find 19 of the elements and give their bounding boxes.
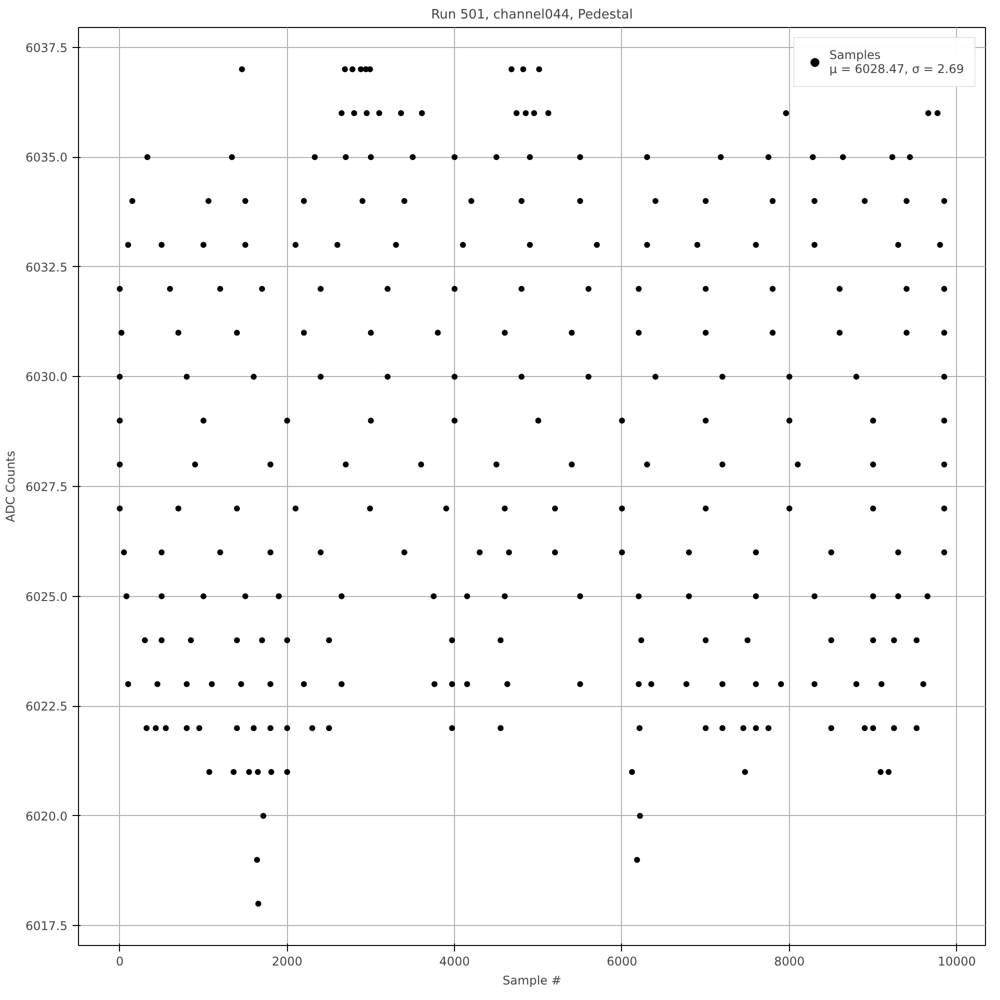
x-axis-title: Sample # — [502, 974, 562, 988]
y-tick-label: 6020.0 — [26, 809, 68, 824]
chart-title: Run 501, channel044, Pedestal — [431, 8, 633, 22]
y-tick-label: 6027.5 — [26, 480, 68, 494]
y-tick-label: 6022.5 — [26, 700, 68, 714]
y-tick-label: 6017.5 — [26, 919, 68, 934]
x-tick-label: 10000 — [938, 954, 976, 968]
x-tick-label: 0 — [116, 954, 124, 968]
x-tick-label: 4000 — [439, 954, 470, 968]
y-tick-label: 6037.5 — [26, 40, 68, 55]
x-tick-label: 2000 — [272, 954, 302, 968]
x-tick-label: 8000 — [774, 954, 805, 968]
y-tick-label: 6030.0 — [26, 370, 68, 384]
legend-label: Samples μ = 6028.47, σ = 2.69 — [829, 48, 964, 76]
y-axis-title: ADC Counts — [4, 450, 18, 522]
y-tick-label: 6035.0 — [26, 150, 68, 165]
x-tick-label: 6000 — [606, 954, 638, 968]
y-tick-label: 6025.0 — [26, 590, 68, 604]
y-tick-label: 6032.5 — [26, 260, 68, 274]
